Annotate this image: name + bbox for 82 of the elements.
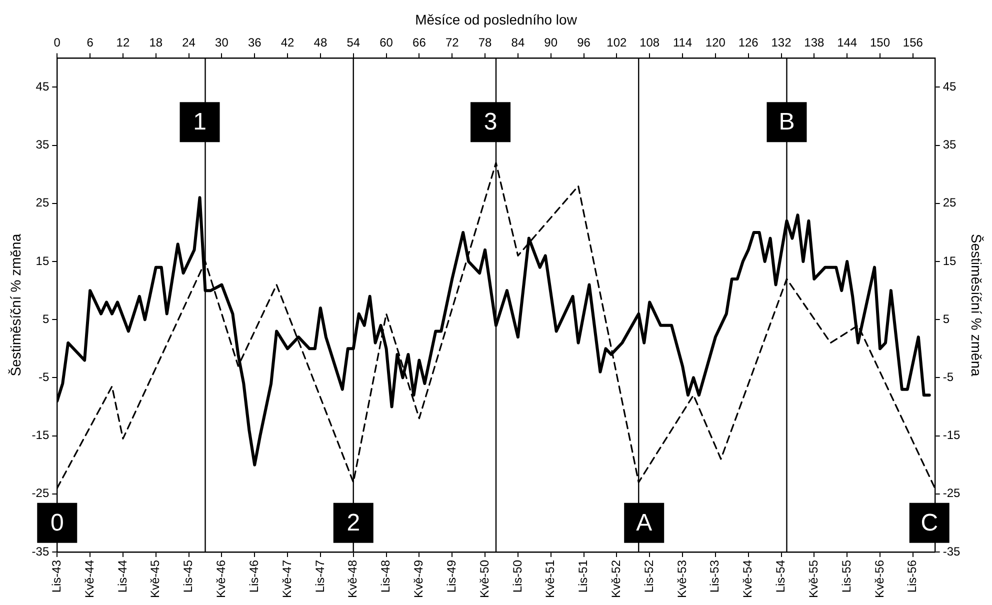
x2-tick-label: 138 — [804, 35, 825, 50]
x-tick-label: Kvě-46 — [214, 560, 228, 598]
annotation: C — [920, 510, 938, 537]
x-tick-label: Kvě-50 — [477, 560, 492, 598]
y2-tick-label: -15 — [942, 428, 961, 442]
x-tick-label: Lis-56 — [905, 560, 920, 593]
x2-tick-label: 72 — [445, 35, 460, 50]
x-tick-label: Lis-54 — [774, 560, 788, 593]
annotation: A — [636, 510, 652, 537]
x-tick-label: Kvě-52 — [609, 560, 623, 598]
y-tick-label: 45 — [36, 80, 50, 94]
y2-tick-label: 15 — [942, 254, 957, 268]
x-tick-label: Kvě-49 — [412, 560, 426, 598]
annotation: 1 — [193, 108, 206, 136]
x2-tick-label: 78 — [478, 35, 492, 50]
y-tick-label: 15 — [36, 254, 50, 268]
annotation: 3 — [484, 108, 498, 136]
y2-tick-label: 5 — [942, 312, 950, 326]
x2-tick-label: 66 — [412, 35, 426, 50]
y2-axis-title: Šestiměsíční % změna — [968, 234, 985, 376]
x-tick-label: Lis-47 — [312, 560, 327, 593]
y2-tick-label: -5 — [942, 370, 954, 384]
y-tick-label: 35 — [36, 138, 50, 152]
annotation: B — [778, 108, 795, 136]
x-tick-label: Lis-44 — [115, 560, 130, 593]
x2-tick-label: 102 — [606, 35, 628, 50]
y2-tick-label: -35 — [942, 544, 961, 558]
x2-tick-label: 30 — [215, 35, 229, 50]
y-tick-label: -5 — [38, 370, 50, 384]
y-tick-label: 25 — [36, 196, 50, 210]
x2-tick-label: 54 — [346, 35, 360, 50]
y-axis-title: Šestiměsíční % změna — [7, 234, 24, 376]
x-tick-label: Lis-51 — [576, 560, 590, 593]
x-tick-label: Kvě-48 — [346, 560, 360, 598]
y2-tick-label: 25 — [942, 196, 957, 210]
x-tick-label: Lis-55 — [839, 560, 854, 593]
x2-tick-label: 156 — [902, 35, 924, 50]
x2-tick-label: 132 — [771, 35, 792, 50]
y2-tick-label: -25 — [942, 486, 961, 500]
x-tick-label: Lis-48 — [378, 560, 393, 593]
x2-tick-label: 60 — [380, 35, 394, 50]
x-tick-label: Lis-49 — [444, 560, 458, 593]
x2-tick-label: 42 — [280, 35, 295, 50]
y-tick-label: -15 — [32, 428, 50, 442]
x-tick-label: Lis-52 — [642, 560, 656, 593]
x2-tick-label: 36 — [248, 35, 262, 50]
x2-tick-label: 6 — [86, 35, 94, 50]
x-tick-label: Kvě-56 — [872, 560, 886, 598]
x-tick-label: Lis-43 — [49, 560, 64, 593]
x-tick-label: Lis-46 — [246, 560, 261, 593]
x-tick-label: Kvě-45 — [148, 560, 162, 598]
x2-tick-label: 84 — [511, 35, 525, 50]
x-tick-label: Kvě-54 — [740, 560, 755, 598]
annotation: 2 — [346, 510, 360, 537]
y2-tick-label: 35 — [942, 138, 957, 152]
x-tick-label: Lis-50 — [510, 560, 524, 593]
x2-tick-label: 150 — [870, 35, 890, 50]
y-tick-label: 5 — [42, 312, 50, 326]
y-tick-label: -25 — [32, 486, 50, 500]
x2-tick-label: 126 — [738, 35, 759, 50]
x-tick-label: Kvě-44 — [82, 560, 96, 598]
x2-tick-label: 48 — [314, 35, 328, 50]
x2-tick-label: 12 — [116, 35, 130, 50]
x2-tick-label: 18 — [149, 35, 163, 50]
x2-tick-label: 90 — [544, 35, 558, 50]
x-tick-label: Lis-53 — [708, 560, 722, 593]
x2-tick-label: 24 — [182, 35, 196, 50]
x2-tick-label: 96 — [577, 35, 591, 50]
annotation: 0 — [50, 510, 64, 537]
x2-tick-label: 144 — [837, 35, 858, 50]
x2-tick-label: 114 — [672, 35, 692, 50]
x-tick-label: Kvě-47 — [280, 560, 294, 598]
x2-axis-title: Měsíce od posledního low — [415, 11, 578, 28]
x-tick-label: Kvě-53 — [674, 560, 689, 598]
y2-tick-label: 45 — [942, 80, 957, 94]
x-tick-label: Lis-45 — [181, 560, 196, 593]
x2-tick-label: 120 — [705, 35, 726, 50]
y-tick-label: -35 — [32, 544, 50, 558]
x2-tick-label: 0 — [54, 35, 61, 50]
x2-tick-label: 108 — [640, 35, 660, 50]
x-tick-label: Kvě-51 — [543, 560, 558, 598]
x-tick-label: Kvě-55 — [806, 560, 820, 598]
